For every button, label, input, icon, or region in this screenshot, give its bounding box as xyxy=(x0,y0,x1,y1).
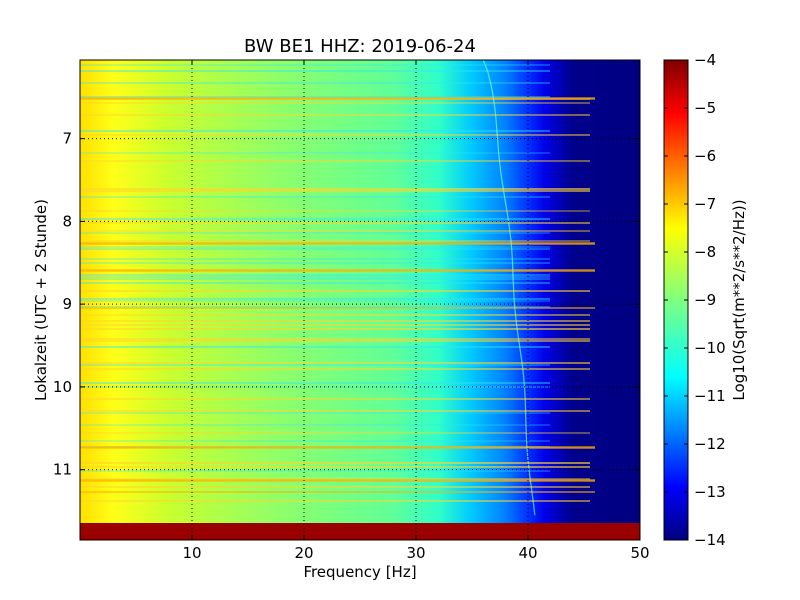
grid-lines xyxy=(80,60,640,540)
event-band xyxy=(80,307,595,309)
colorbar-tick-label: −13 xyxy=(694,483,726,501)
stripe xyxy=(80,258,550,260)
stripe xyxy=(80,500,590,502)
spectral-line-path xyxy=(482,59,536,516)
x-tick-label: 30 xyxy=(406,544,425,562)
stripe xyxy=(80,240,590,242)
stripe xyxy=(80,222,590,224)
event-band xyxy=(80,270,595,272)
x-tick-label: 50 xyxy=(630,544,649,562)
stripe xyxy=(80,276,550,278)
colorbar-tick-label: −7 xyxy=(694,195,716,213)
colorbar-tick-label: −4 xyxy=(694,51,716,69)
stripe xyxy=(80,440,550,442)
stripe xyxy=(80,398,590,400)
chart-title: BW BE1 HHZ: 2019-06-24 xyxy=(244,36,476,57)
stripe xyxy=(80,328,590,330)
spectral-line xyxy=(482,59,536,516)
stripe xyxy=(80,320,590,322)
stripe xyxy=(80,82,550,84)
stripe xyxy=(80,134,590,136)
stripe xyxy=(80,248,550,250)
y-tick-label: 8 xyxy=(62,212,72,230)
stripe xyxy=(80,274,550,276)
stripe xyxy=(80,364,550,366)
colorbar-tick-label: −6 xyxy=(694,147,716,165)
stripe xyxy=(80,282,550,284)
heatmap-plot: 10 20 30 40 50 7 8 9 10 11 xyxy=(53,59,650,562)
heatmap-stripes xyxy=(80,64,595,502)
event-band xyxy=(80,243,595,245)
stripe xyxy=(80,152,550,154)
stripe xyxy=(80,324,590,326)
stripe xyxy=(80,290,590,292)
stripe xyxy=(80,410,590,412)
stripe xyxy=(80,218,550,220)
stripe xyxy=(80,64,550,66)
stripe xyxy=(80,130,550,132)
y-axis-label: Lokalzeit (UTC + 2 Stunde) xyxy=(32,199,50,401)
stripe xyxy=(80,210,590,212)
event-band xyxy=(80,98,595,100)
stripe xyxy=(80,432,590,434)
stripe xyxy=(80,346,550,348)
stripe xyxy=(80,300,550,302)
stripe xyxy=(80,486,590,488)
stripe xyxy=(80,246,550,248)
stripe xyxy=(80,70,550,72)
colorbar-label: Log10(Sqrt(m**2/s**2/Hz)) xyxy=(730,199,748,400)
stripe xyxy=(80,368,590,370)
x-axis: 10 20 30 40 50 xyxy=(182,60,650,562)
stripe xyxy=(80,102,590,104)
stripe xyxy=(80,298,550,300)
y-tick-label: 10 xyxy=(53,378,72,396)
event-band xyxy=(80,491,595,493)
colorbar-tick-label: −10 xyxy=(694,339,726,357)
colorbar-ticks: −4 −5 −6 −7 −8 −9 −10 −11 −12 −13 −14 xyxy=(664,51,726,549)
stripe xyxy=(80,114,590,116)
stripe xyxy=(80,160,590,162)
x-tick-label: 10 xyxy=(182,544,201,562)
stripe xyxy=(80,470,550,472)
stripe xyxy=(80,278,550,280)
stripe xyxy=(80,382,550,384)
stripe xyxy=(80,232,550,234)
x-axis-label: Frequency [Hz] xyxy=(303,563,416,581)
stripe xyxy=(80,338,590,340)
plot-frame xyxy=(79,59,641,541)
stripe xyxy=(80,262,550,264)
colorbar-tick-label: −5 xyxy=(694,99,716,117)
saturated-band xyxy=(80,523,640,540)
colorbar-tick-label: −14 xyxy=(694,531,726,549)
colorbar-tick-label: −11 xyxy=(694,387,726,405)
y-tick-label: 11 xyxy=(53,461,72,479)
stripe xyxy=(80,314,590,316)
stripe xyxy=(80,424,550,426)
stripe xyxy=(80,230,590,232)
event-band xyxy=(80,480,595,482)
x-tick-label: 40 xyxy=(518,544,537,562)
stripe xyxy=(80,412,550,414)
y-tick-label: 7 xyxy=(62,130,72,148)
event-band xyxy=(80,447,595,449)
colorbar: −4 −5 −6 −7 −8 −9 −10 −11 −12 −13 −14 Log10(Sqrt(m… xyxy=(663,51,748,549)
stripe xyxy=(80,188,590,190)
x-tick-label: 20 xyxy=(294,544,313,562)
stripe xyxy=(80,462,590,464)
colorbar-tick-label: −8 xyxy=(694,243,716,261)
heatmap-background xyxy=(80,60,640,540)
colorbar-tick-label: −12 xyxy=(694,435,726,453)
stripe xyxy=(80,196,550,198)
colorbar-tick-label: −9 xyxy=(694,291,716,309)
y-tick-label: 9 xyxy=(62,295,72,313)
stripe xyxy=(80,190,590,192)
stripe xyxy=(80,362,590,364)
stripe xyxy=(80,340,590,342)
y-axis: 7 8 9 10 11 xyxy=(53,130,640,479)
stripe xyxy=(80,466,590,468)
stripe xyxy=(80,386,550,388)
